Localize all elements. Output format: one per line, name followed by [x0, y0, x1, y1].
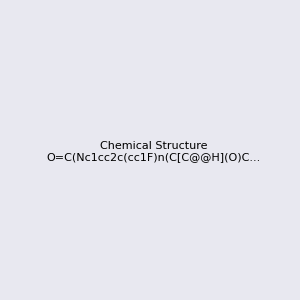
Text: Chemical Structure
O=C(Nc1cc2c(cc1F)n(C[C@@H](O)C...: Chemical Structure O=C(Nc1cc2c(cc1F)n(C[…	[46, 141, 261, 162]
